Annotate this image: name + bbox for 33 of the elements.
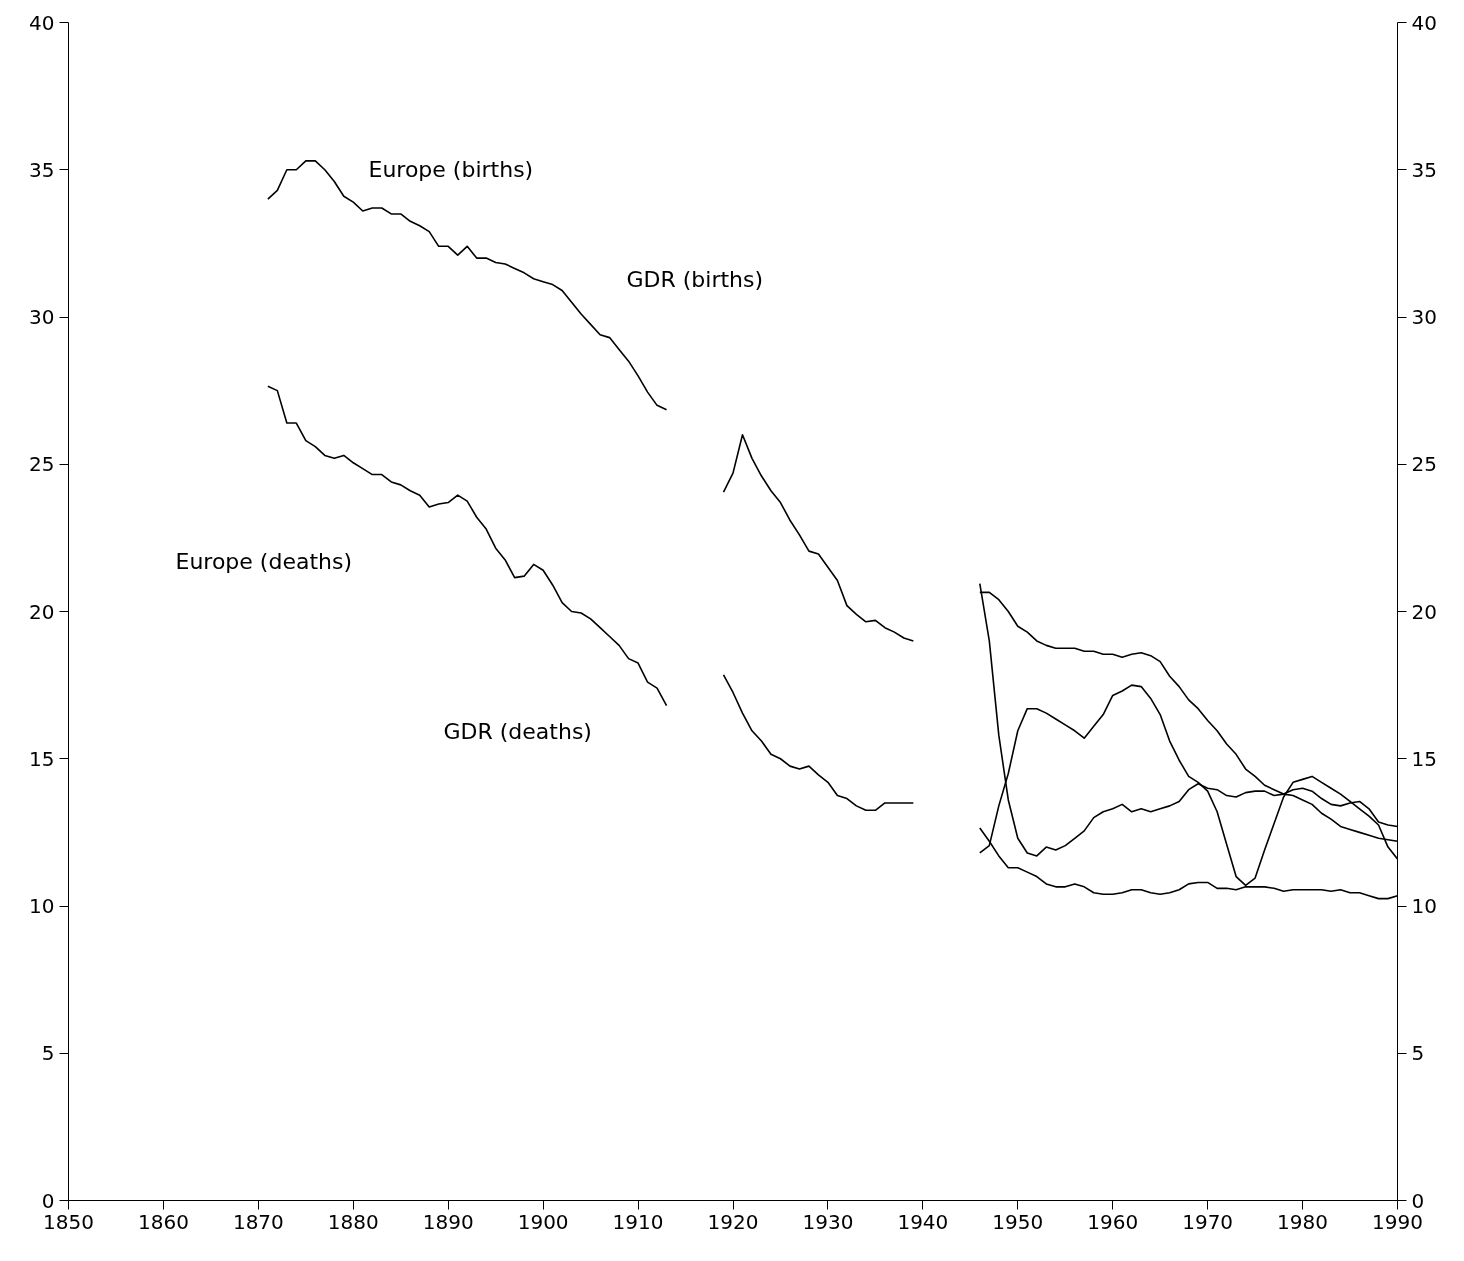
x-tick-label: 1910 [612, 1209, 664, 1234]
y2-tick-label: 30 [1411, 305, 1437, 329]
y-tick-label: 20 [29, 599, 55, 624]
y2-tick-label: 20 [1411, 599, 1437, 624]
y-tick-label: 5 [41, 1041, 55, 1066]
x-tick-label: 1890 [422, 1209, 474, 1234]
x-tick-label: 1900 [517, 1209, 569, 1234]
x-tick-label: 1920 [707, 1209, 759, 1234]
y-tick-label: 30 [29, 305, 55, 329]
x-tick-label: 1970 [1182, 1209, 1234, 1234]
y-tick-label: 15 [29, 746, 55, 771]
annotation: Europe (deaths) [175, 549, 353, 574]
x-tick-label: 1860 [137, 1209, 189, 1234]
y-tick-label: 25 [29, 452, 55, 477]
y2-tick-label: 35 [1411, 157, 1437, 182]
y-tick-label: 35 [29, 157, 55, 182]
x-tick-label: 1880 [327, 1209, 379, 1234]
x-tick-label: 1940 [897, 1209, 949, 1234]
y2-tick-label: 40 [1411, 10, 1437, 35]
x-tick-label: 1960 [1087, 1209, 1139, 1234]
y-tick-label: 10 [29, 894, 55, 918]
y-tick-label: 40 [29, 10, 55, 35]
annotation: GDR (births) [626, 267, 764, 292]
x-tick-label: 1930 [802, 1209, 854, 1234]
y2-tick-label: 25 [1411, 452, 1437, 477]
annotation: GDR (deaths) [443, 719, 592, 744]
y2-tick-label: 15 [1411, 746, 1437, 771]
x-tick-label: 1950 [992, 1209, 1044, 1234]
annotation: Europe (births) [368, 157, 534, 182]
x-tick-label: 1870 [232, 1209, 284, 1234]
y2-tick-label: 5 [1411, 1041, 1425, 1066]
x-tick-label: 1980 [1277, 1209, 1329, 1234]
y2-tick-label: 10 [1411, 894, 1437, 918]
